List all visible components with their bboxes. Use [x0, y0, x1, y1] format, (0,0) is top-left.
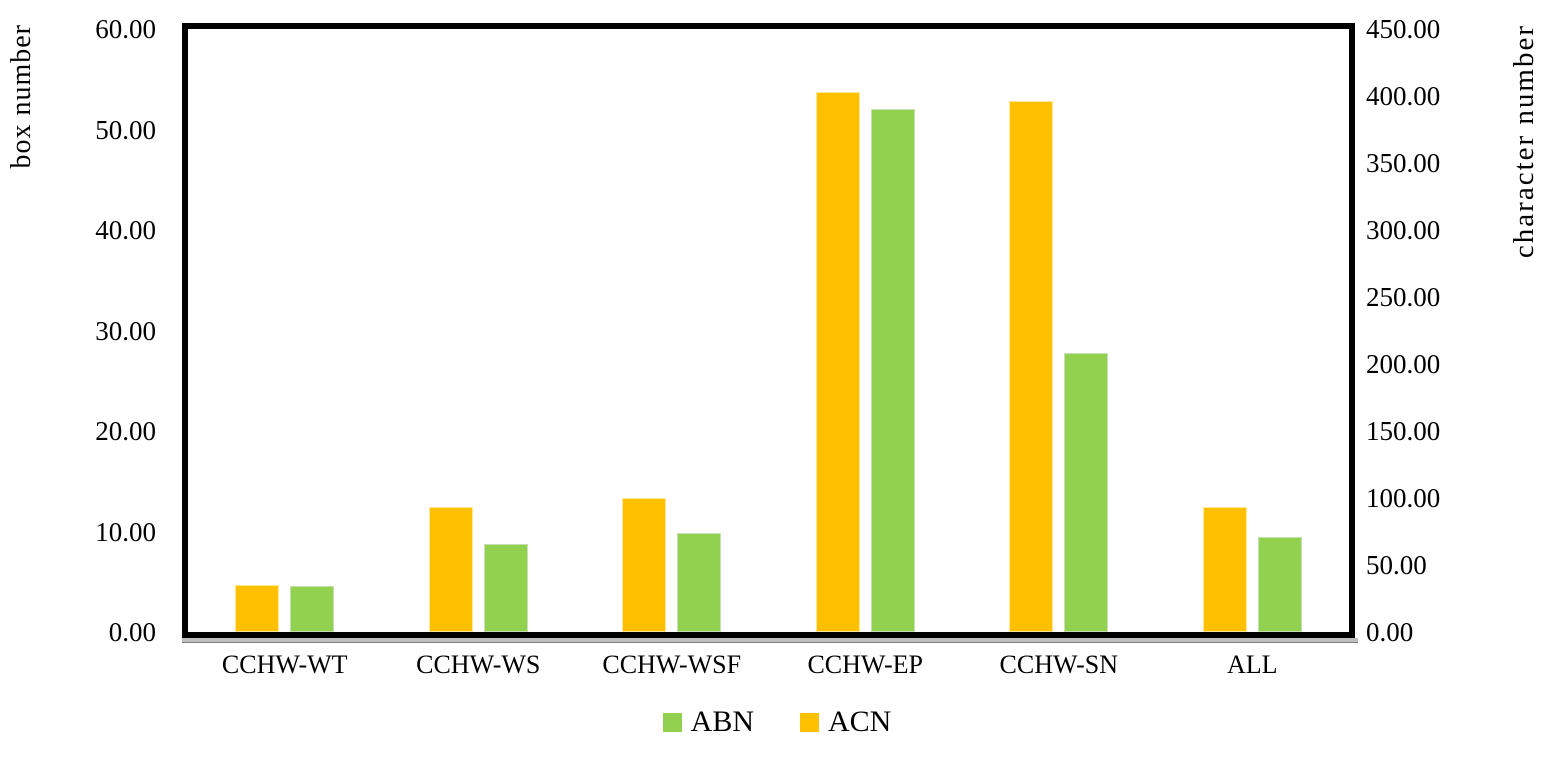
- bar-ACN-CCHW-WSF: [622, 498, 667, 632]
- bar-ACN-CCHW-WT: [235, 585, 280, 632]
- left-axis-tick: 20.00: [95, 416, 156, 446]
- left-axis-tick: 50.00: [95, 114, 156, 145]
- legend-swatch-icon: [800, 712, 819, 732]
- bar-ACN-CCHW-SN: [1009, 101, 1054, 632]
- bar-ABN-CCHW-WT: [290, 585, 335, 632]
- right-axis-ticks: 450.00 400.00 350.00 300.00 250.00 200.00 150.…: [1366, 14, 1536, 647]
- legend-label: ABN: [690, 705, 754, 738]
- right-axis-tick: 200.00: [1366, 349, 1441, 379]
- right-axis-title: character number: [1508, 24, 1540, 259]
- category-label-ALL: ALL: [1226, 650, 1278, 679]
- bar-group-CCHW-WT: [188, 29, 382, 632]
- category-label-CCHW-EP: CCHW-EP: [807, 650, 924, 679]
- left-axis-tick: 0.00: [108, 617, 156, 647]
- right-axis-tick: 50.00: [1366, 550, 1427, 580]
- left-axis-ticks: 60.00 50.00 40.00 30.00 20.00 10.00 0.00: [0, 14, 156, 647]
- bar-group-ALL: [1156, 29, 1350, 632]
- bar-group-CCHW-SN: [962, 29, 1156, 632]
- right-axis-tick: 100.00: [1366, 483, 1441, 513]
- bar-ABN-CCHW-WS: [483, 543, 528, 632]
- right-axis-tick: 300.00: [1366, 215, 1441, 245]
- left-axis-tick: 30.00: [95, 315, 156, 346]
- legend: ABN ACN: [0, 704, 1554, 740]
- category-label-CCHW-SN: CCHW-SN: [999, 650, 1118, 679]
- left-axis-tick: 10.00: [95, 516, 156, 547]
- bar-ACN-CCHW-WS: [428, 507, 473, 632]
- right-axis-tick: 250.00: [1366, 282, 1441, 312]
- axis-baseline-shadow: [182, 638, 1358, 643]
- bar-group-CCHW-WSF: [575, 29, 769, 632]
- legend-item-ABN: ABN: [662, 704, 754, 740]
- right-axis-tick: 0.00: [1366, 617, 1414, 647]
- bar-ACN-CCHW-EP: [815, 91, 860, 632]
- category-label-CCHW-WSF: CCHW-WSF: [602, 650, 742, 679]
- left-axis-tick: 60.00: [95, 14, 156, 44]
- right-axis-tick: 400.00: [1366, 81, 1441, 111]
- bar-ABN-ALL: [1257, 536, 1302, 632]
- right-axis-tick: 450.00: [1366, 14, 1441, 44]
- bar-ABN-CCHW-WSF: [677, 532, 722, 632]
- bar-ABN-CCHW-SN: [1064, 352, 1109, 632]
- category-axis-labels: CCHW-WT CCHW-WS CCHW-WSF CCHW-EP CCHW-SN ALL: [188, 650, 1349, 680]
- bar-group-CCHW-WS: [382, 29, 576, 632]
- legend-item-ACN: ACN: [800, 704, 891, 740]
- bar-ABN-CCHW-EP: [870, 109, 915, 632]
- right-axis-tick: 150.00: [1366, 416, 1441, 446]
- legend-label: ACN: [828, 705, 892, 738]
- right-axis-tick: 350.00: [1366, 148, 1441, 178]
- legend-swatch-icon: [662, 712, 682, 732]
- plot-area: [182, 23, 1355, 638]
- category-label-CCHW-WS: CCHW-WS: [416, 650, 541, 679]
- bar-ACN-ALL: [1202, 507, 1247, 632]
- bar-group-CCHW-EP: [769, 29, 963, 632]
- left-axis-tick: 40.00: [95, 215, 156, 245]
- category-label-CCHW-WT: CCHW-WT: [221, 650, 348, 679]
